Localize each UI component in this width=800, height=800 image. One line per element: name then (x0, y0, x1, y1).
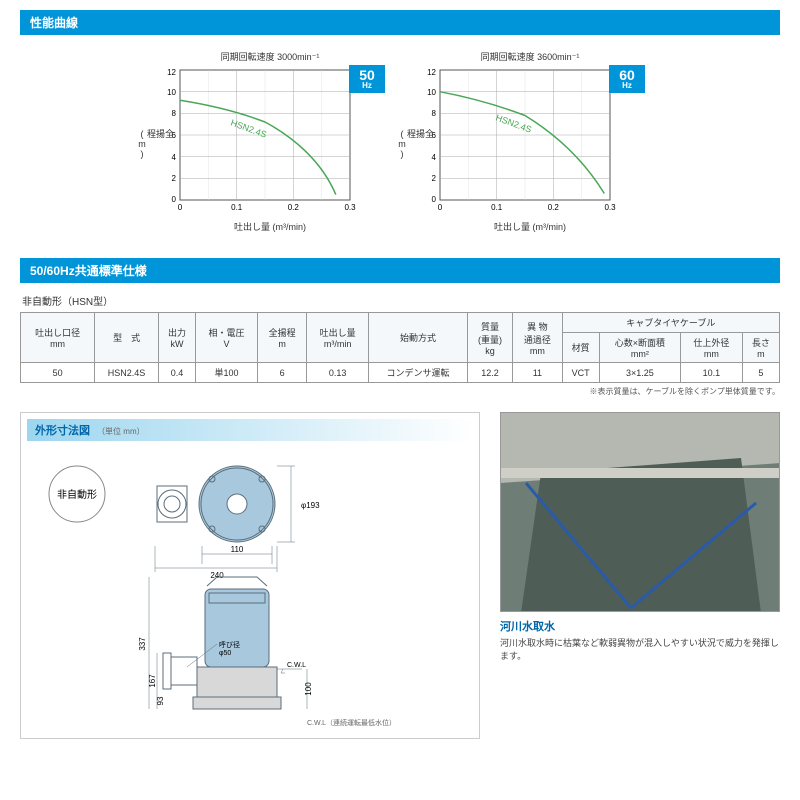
svg-text:12: 12 (167, 68, 176, 77)
svg-text:0.2: 0.2 (548, 203, 560, 212)
badge-50hz: 50 Hz (349, 65, 385, 93)
svg-text:93: 93 (156, 696, 165, 705)
svg-text:8: 8 (172, 109, 177, 118)
th-cable-group: キャブタイヤケーブル (562, 313, 779, 333)
diagram-type-label: 非自動形 (57, 488, 97, 501)
th-discharge: 吐出し量m³/min (307, 313, 369, 363)
svg-text:337: 337 (138, 637, 147, 651)
chart-60hz-title: 同期回転速度 3600min⁻¹ (415, 50, 645, 63)
th-head: 全揚程m (257, 313, 306, 363)
photo-description: 河川水取水時に枯葉など軟弱異物が混入しやすい状況で威力を発揮します。 (500, 637, 780, 662)
svg-text:167: 167 (148, 674, 157, 688)
th-mass: 質量(重量)kg (467, 313, 512, 363)
spec-subtitle: 非自動形（HSN型） (22, 293, 780, 308)
svg-text:0: 0 (172, 195, 177, 204)
th-start: 始動方式 (369, 313, 468, 363)
chart-60hz: 同期回転速度 3600min⁻¹ 全揚程(m) 60 Hz (415, 50, 645, 233)
th-output: 出力kW (159, 313, 196, 363)
svg-text:φ50: φ50 (219, 650, 231, 657)
cwl-note: C.W.L（連続運転最低水位） (307, 718, 396, 727)
svg-text:100: 100 (304, 682, 313, 696)
svg-text:10: 10 (427, 88, 436, 97)
th-phase: 相・電圧V (196, 313, 258, 363)
th-cable-len: 長さm (742, 333, 779, 363)
svg-text:12: 12 (427, 68, 436, 77)
svg-text:2: 2 (172, 174, 177, 183)
chart-60hz-xlabel: 吐出し量 (m³/min) (415, 220, 645, 233)
chart-50hz-ylabel: 全揚程(m) (137, 129, 173, 159)
svg-text:0.1: 0.1 (231, 203, 243, 212)
spec-table: 吐出し口径mm 型 式 出力kW 相・電圧V 全揚程m 吐出し量m³/min 始… (20, 312, 780, 383)
svg-text:240: 240 (210, 571, 224, 580)
th-cable-material: 材質 (562, 333, 599, 363)
spec-table-note: ※表示質量は、ケーブルを除くポンプ単体質量です。 (20, 386, 780, 397)
svg-text:0.3: 0.3 (344, 203, 356, 212)
svg-text:0: 0 (432, 195, 437, 204)
svg-text:10: 10 (167, 88, 176, 97)
svg-text:8: 8 (432, 109, 437, 118)
section-header-dimensions: 外形寸法図 （単位 mm） (27, 419, 473, 441)
table-row: 50 HSN2.4S 0.4 単100 6 0.13 コンデンサ運転 12.2 … (21, 363, 780, 383)
th-cable-od: 仕上外径mm (681, 333, 743, 363)
svg-text:0.1: 0.1 (491, 203, 503, 212)
svg-text:0: 0 (438, 203, 443, 212)
svg-text:0.2: 0.2 (288, 203, 300, 212)
svg-text:φ193: φ193 (301, 501, 320, 510)
svg-text:0.3: 0.3 (604, 203, 616, 212)
chart-50hz-svg: HSN2.4S 0 2 4 6 8 10 12 0 0.1 0.2 0.3 (155, 65, 365, 215)
photo-panel: 河川水取水 河川水取水時に枯葉など軟弱異物が混入しやすい状況で威力を発揮します。 (500, 412, 780, 739)
svg-text:C.W.L: C.W.L (287, 662, 306, 669)
svg-text:呼び径: 呼び径 (219, 640, 240, 649)
section-header-performance: 性能曲線 (20, 10, 780, 35)
svg-text:0: 0 (178, 203, 183, 212)
section-header-spec: 50/60Hz共通標準仕様 (20, 258, 780, 283)
dimension-diagram-panel: 外形寸法図 （単位 mm） 非自動形 (20, 412, 480, 739)
th-bore: 吐出し口径mm (21, 313, 95, 363)
application-photo (500, 412, 780, 612)
chart-60hz-svg: HSN2.4S 0 2 4 6 8 10 12 0 0.1 0.2 0.3 (415, 65, 625, 215)
chart-50hz-xlabel: 吐出し量 (m³/min) (155, 220, 385, 233)
chart-60hz-ylabel: 全揚程(m) (397, 129, 433, 159)
svg-text:2: 2 (432, 174, 437, 183)
th-cable-cores: 心数×断面積mm² (599, 333, 680, 363)
svg-text:110: 110 (231, 545, 244, 554)
dimension-diagram-svg: 非自動形 φ193 (27, 449, 447, 729)
photo-caption: 河川水取水 (500, 618, 780, 634)
charts-row: 同期回転速度 3000min⁻¹ 全揚程(m) 50 Hz (20, 50, 780, 233)
th-model: 型 式 (95, 313, 159, 363)
badge-60hz: 60 Hz (609, 65, 645, 93)
th-solids: 異 物通過径mm (513, 313, 562, 363)
chart-50hz-title: 同期回転速度 3000min⁻¹ (155, 50, 385, 63)
chart-50hz: 同期回転速度 3000min⁻¹ 全揚程(m) 50 Hz (155, 50, 385, 233)
